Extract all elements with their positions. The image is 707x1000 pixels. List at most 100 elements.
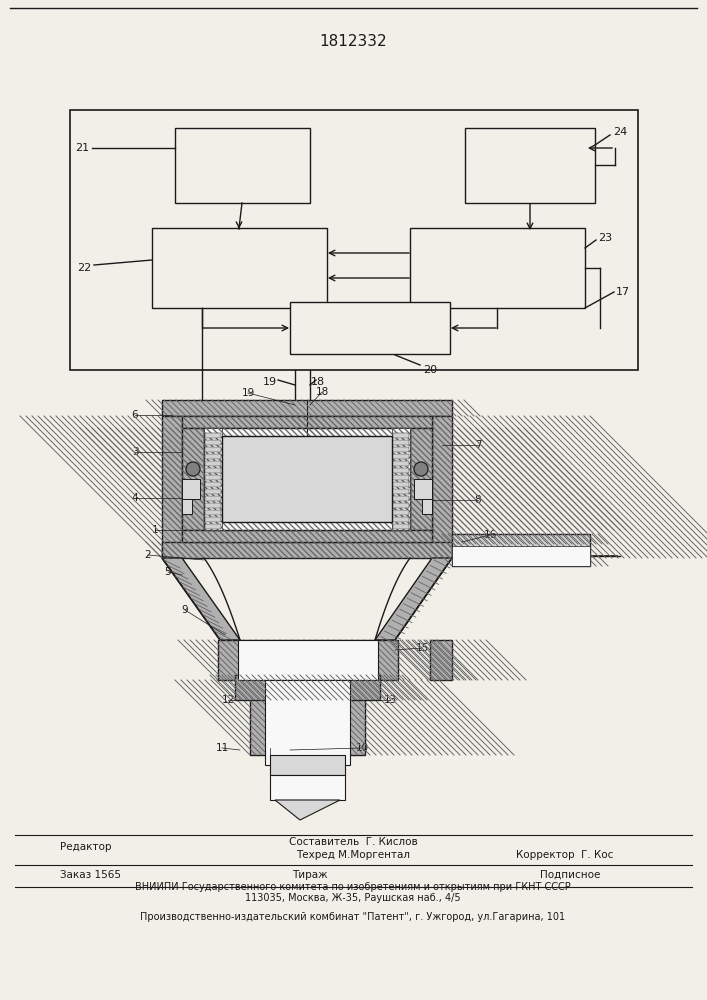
Bar — [205, 475, 221, 480]
Text: 4: 4 — [132, 493, 139, 503]
Bar — [205, 510, 221, 515]
Bar — [393, 440, 409, 445]
Text: 11: 11 — [216, 743, 228, 753]
Bar — [175, 128, 310, 203]
Bar — [393, 447, 409, 452]
Text: 21: 21 — [75, 143, 89, 153]
Polygon shape — [375, 558, 452, 640]
Text: 10: 10 — [356, 743, 368, 753]
Bar — [393, 524, 409, 529]
Text: 5: 5 — [165, 567, 171, 577]
Bar — [250, 680, 365, 755]
Bar — [182, 479, 200, 499]
Bar — [182, 530, 432, 542]
Text: 16: 16 — [484, 530, 496, 540]
Text: 1: 1 — [152, 525, 158, 535]
Bar — [290, 302, 450, 354]
Bar — [430, 640, 452, 680]
Bar — [205, 482, 221, 487]
Text: Техред М.Моргентал: Техред М.Моргентал — [296, 850, 410, 860]
Bar — [205, 447, 221, 452]
Bar — [392, 428, 410, 530]
Text: 9: 9 — [182, 605, 188, 615]
Bar — [182, 499, 192, 514]
Bar — [452, 534, 590, 566]
Bar — [393, 433, 409, 438]
Text: Составитель  Г. Кислов: Составитель Г. Кислов — [288, 837, 417, 847]
Text: 23: 23 — [598, 233, 612, 243]
Bar — [182, 428, 204, 530]
Bar — [265, 680, 350, 765]
Text: Подписное: Подписное — [540, 870, 600, 880]
Bar — [204, 428, 410, 530]
Circle shape — [186, 462, 200, 476]
Bar — [393, 461, 409, 466]
Bar — [410, 228, 585, 308]
Text: 19: 19 — [263, 377, 277, 387]
Bar — [422, 499, 432, 514]
Text: 3: 3 — [132, 447, 139, 457]
Text: 14: 14 — [264, 743, 276, 753]
Bar — [162, 400, 452, 416]
Bar — [205, 461, 221, 466]
Bar — [393, 517, 409, 522]
Bar — [205, 440, 221, 445]
Bar — [218, 640, 398, 680]
Bar — [205, 454, 221, 459]
Bar — [205, 524, 221, 529]
Text: Заказ 1565: Заказ 1565 — [60, 870, 121, 880]
Bar — [204, 428, 222, 530]
Bar — [414, 479, 432, 499]
Bar — [70, 110, 638, 370]
Bar — [205, 433, 221, 438]
Bar — [162, 542, 452, 558]
Text: 1812332: 1812332 — [319, 34, 387, 49]
Text: 15: 15 — [416, 643, 428, 653]
Text: ВНИИПИ Государственного комитета по изобретениям и открытиям при ГКНТ СССР: ВНИИПИ Государственного комитета по изоб… — [135, 882, 571, 892]
Polygon shape — [162, 558, 240, 640]
Text: 7: 7 — [474, 440, 481, 450]
Bar — [222, 436, 392, 522]
Bar — [452, 546, 590, 566]
Bar — [270, 755, 345, 775]
Bar — [393, 468, 409, 473]
Bar — [465, 128, 595, 203]
Bar — [205, 517, 221, 522]
Text: 13: 13 — [383, 695, 397, 705]
Text: 24: 24 — [613, 127, 627, 137]
Bar — [238, 640, 378, 680]
Text: Редактор: Редактор — [60, 842, 112, 852]
Bar — [410, 428, 432, 530]
Bar — [205, 468, 221, 473]
Text: 17: 17 — [616, 287, 630, 297]
Bar — [393, 503, 409, 508]
Bar — [393, 475, 409, 480]
Bar — [393, 510, 409, 515]
Text: 18: 18 — [311, 377, 325, 387]
Bar — [182, 416, 432, 428]
Text: Производственно-издательский комбинат "Патент", г. Ужгород, ул.Гагарина, 101: Производственно-издательский комбинат "П… — [141, 912, 566, 922]
Text: 6: 6 — [132, 410, 139, 420]
Bar — [205, 496, 221, 501]
Bar — [152, 228, 327, 308]
Bar — [393, 482, 409, 487]
Text: 20: 20 — [423, 365, 437, 375]
Text: 113035, Москва, Ж-35, Раушская наб., 4/5: 113035, Москва, Ж-35, Раушская наб., 4/5 — [245, 893, 461, 903]
Text: 12: 12 — [221, 695, 235, 705]
Bar — [235, 675, 380, 700]
Bar — [162, 416, 182, 558]
Text: 2: 2 — [145, 550, 151, 560]
Bar — [205, 503, 221, 508]
Bar — [270, 775, 345, 800]
Bar — [205, 489, 221, 494]
Text: Тираж: Тираж — [292, 870, 328, 880]
Text: 19: 19 — [241, 388, 255, 398]
Text: Корректор  Г. Кос: Корректор Г. Кос — [516, 850, 614, 860]
Text: 18: 18 — [315, 387, 329, 397]
Bar — [393, 489, 409, 494]
Text: 22: 22 — [77, 263, 91, 273]
Circle shape — [414, 462, 428, 476]
Polygon shape — [275, 800, 340, 820]
Bar — [393, 454, 409, 459]
Text: 8: 8 — [474, 495, 481, 505]
